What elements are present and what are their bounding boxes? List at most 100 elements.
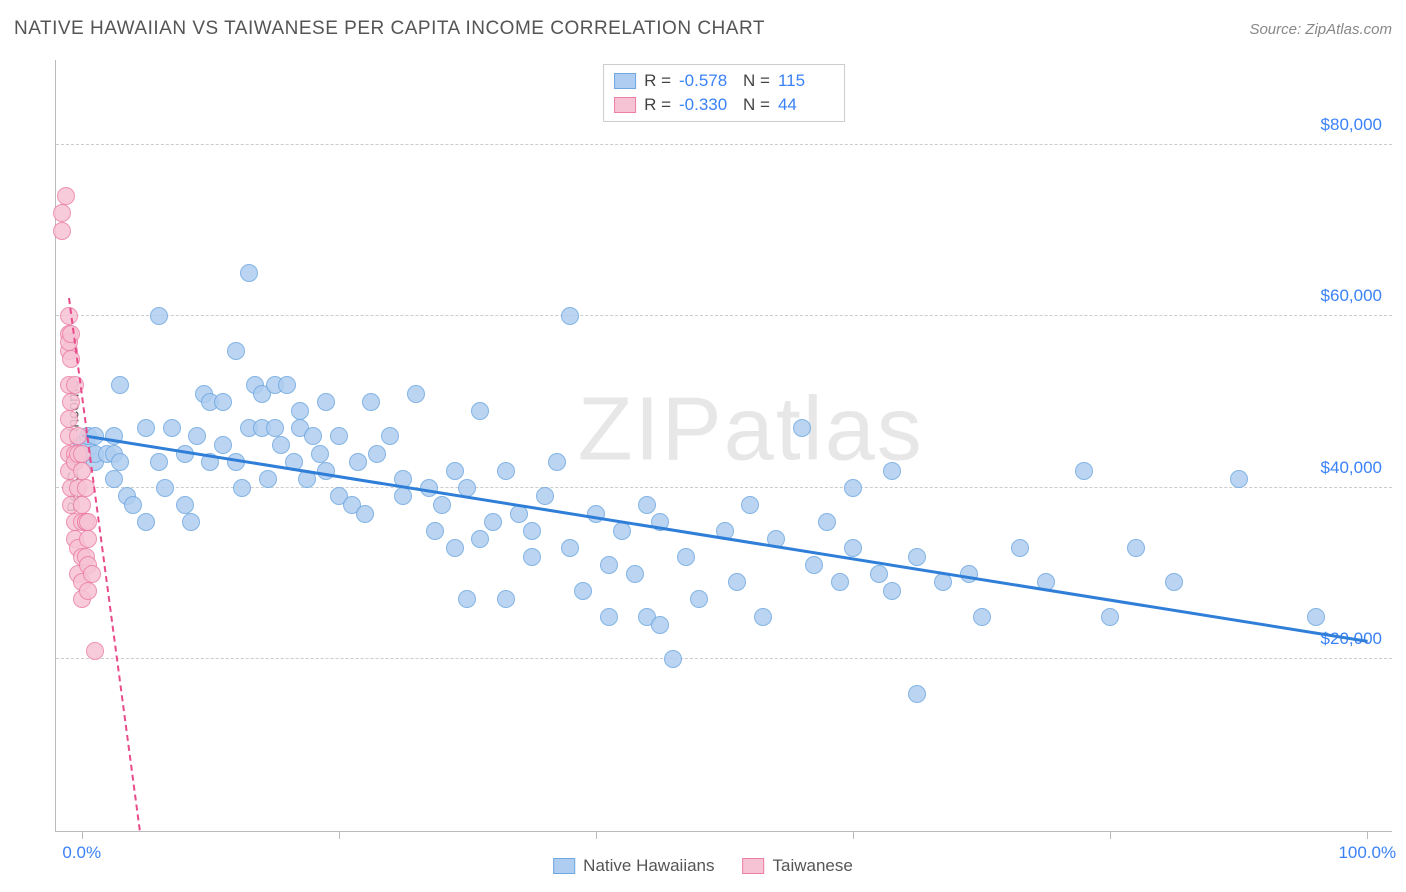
- data-point: [651, 616, 669, 634]
- data-point: [188, 427, 206, 445]
- data-point: [317, 393, 335, 411]
- data-point: [908, 548, 926, 566]
- data-point: [1230, 470, 1248, 488]
- data-point: [870, 565, 888, 583]
- data-point: [1307, 608, 1325, 626]
- data-point: [137, 513, 155, 531]
- data-point: [1101, 608, 1119, 626]
- data-point: [291, 402, 309, 420]
- gridline: [56, 315, 1392, 316]
- data-point: [278, 376, 296, 394]
- data-point: [381, 427, 399, 445]
- data-point: [233, 479, 251, 497]
- data-point: [844, 539, 862, 557]
- data-point: [176, 496, 194, 514]
- stat-r-value: -0.330: [679, 95, 735, 115]
- data-point: [960, 565, 978, 583]
- legend-item: Native Hawaiians: [553, 856, 714, 876]
- stat-n-label: N =: [743, 95, 770, 115]
- data-point: [214, 393, 232, 411]
- data-point: [600, 556, 618, 574]
- data-point: [831, 573, 849, 591]
- data-point: [426, 522, 444, 540]
- data-point: [60, 410, 78, 428]
- data-point: [330, 427, 348, 445]
- x-tick-label: 0.0%: [62, 843, 101, 863]
- legend-label: Native Hawaiians: [583, 856, 714, 876]
- data-point: [626, 565, 644, 583]
- data-point: [805, 556, 823, 574]
- data-point: [304, 427, 322, 445]
- data-point: [728, 573, 746, 591]
- legend-swatch: [614, 97, 636, 113]
- gridline: [56, 144, 1392, 145]
- data-point: [471, 530, 489, 548]
- data-point: [266, 419, 284, 437]
- legend-swatch: [743, 858, 765, 874]
- data-point: [754, 608, 772, 626]
- data-point: [664, 650, 682, 668]
- correlation-chart: NATIVE HAWAIIAN VS TAIWANESE PER CAPITA …: [0, 0, 1406, 892]
- x-tick: [853, 831, 854, 839]
- legend-swatch: [614, 73, 636, 89]
- legend-stats-row: R =-0.330N =44: [614, 93, 834, 117]
- data-point: [394, 487, 412, 505]
- data-point: [497, 590, 515, 608]
- data-point: [471, 402, 489, 420]
- data-point: [182, 513, 200, 531]
- y-tick-label: $60,000: [1321, 286, 1382, 306]
- data-point: [446, 539, 464, 557]
- data-point: [908, 685, 926, 703]
- data-point: [86, 642, 104, 660]
- data-point: [561, 307, 579, 325]
- data-point: [311, 445, 329, 463]
- data-point: [73, 462, 91, 480]
- title-bar: NATIVE HAWAIIAN VS TAIWANESE PER CAPITA …: [14, 18, 1392, 40]
- data-point: [227, 342, 245, 360]
- data-point: [111, 453, 129, 471]
- stat-n-label: N =: [743, 71, 770, 91]
- data-point: [561, 539, 579, 557]
- data-point: [638, 496, 656, 514]
- data-point: [613, 522, 631, 540]
- data-point: [53, 222, 71, 240]
- data-point: [883, 582, 901, 600]
- x-tick: [339, 831, 340, 839]
- legend-series: Native Hawaiians Taiwanese: [553, 856, 853, 876]
- data-point: [105, 470, 123, 488]
- data-point: [349, 453, 367, 471]
- data-point: [79, 582, 97, 600]
- x-tick: [596, 831, 597, 839]
- data-point: [973, 608, 991, 626]
- x-tick: [1110, 831, 1111, 839]
- legend-item: Taiwanese: [743, 856, 853, 876]
- plot-area: ZIPatlas R =-0.578N =115R =-0.330N =44 $…: [55, 60, 1392, 832]
- stat-n-value: 115: [778, 71, 834, 91]
- data-point: [600, 608, 618, 626]
- data-point: [458, 590, 476, 608]
- data-point: [214, 436, 232, 454]
- data-point: [844, 479, 862, 497]
- legend-label: Taiwanese: [773, 856, 853, 876]
- data-point: [79, 513, 97, 531]
- data-point: [548, 453, 566, 471]
- data-point: [523, 522, 541, 540]
- data-point: [1165, 573, 1183, 591]
- data-point: [156, 479, 174, 497]
- data-point: [497, 462, 515, 480]
- data-point: [883, 462, 901, 480]
- data-point: [934, 573, 952, 591]
- data-point: [362, 393, 380, 411]
- data-point: [1075, 462, 1093, 480]
- y-tick-label: $80,000: [1321, 115, 1382, 135]
- chart-title: NATIVE HAWAIIAN VS TAIWANESE PER CAPITA …: [14, 18, 765, 40]
- x-tick-label: 100.0%: [1338, 843, 1396, 863]
- legend-stats-box: R =-0.578N =115R =-0.330N =44: [603, 64, 845, 122]
- data-point: [124, 496, 142, 514]
- stat-n-value: 44: [778, 95, 834, 115]
- data-point: [368, 445, 386, 463]
- data-point: [741, 496, 759, 514]
- data-point: [407, 385, 425, 403]
- y-tick-label: $40,000: [1321, 458, 1382, 478]
- data-point: [79, 530, 97, 548]
